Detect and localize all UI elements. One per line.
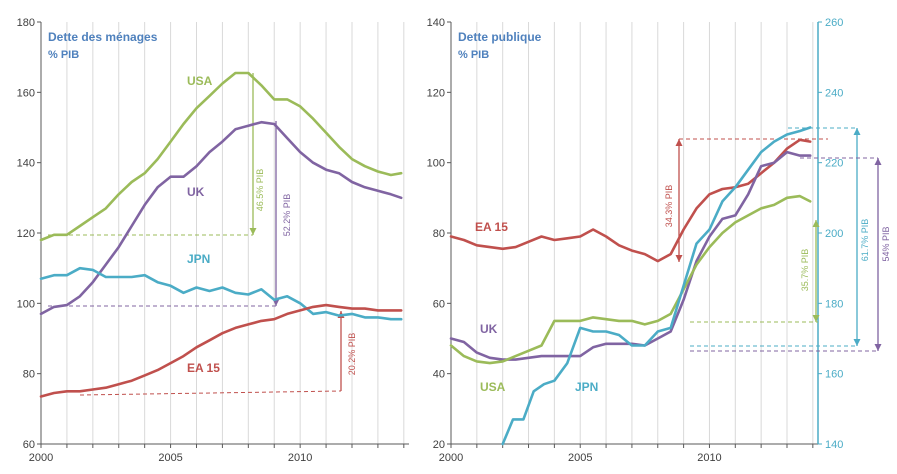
series-line-uk: [39, 120, 403, 316]
right-chart-subtitle: % PIB: [458, 49, 489, 61]
right-secondary-y-tick-label: 140: [825, 439, 843, 451]
right-annotation-uk: 54% PIB: [881, 226, 891, 261]
series-line-usa: [449, 194, 812, 365]
left-x-tick-label: 2000: [29, 452, 53, 464]
uk-delta-arrow-tail: [874, 344, 882, 351]
right-y-tick-label: 40: [433, 369, 445, 381]
right-secondary-y-tick-labels: 140 160 180 200 220 240 260: [825, 17, 843, 451]
right-series-label-ea15: EA 15: [475, 220, 508, 234]
right-annotation-ea15: 34.3% PIB: [664, 185, 674, 228]
right-x-tick-label: 2010: [697, 452, 721, 464]
usa-delta-arrow-head: [812, 220, 820, 227]
right-secondary-y-tick-label: 260: [825, 17, 843, 29]
right-axes: [447, 21, 822, 448]
left-x-tick-label: 2005: [158, 452, 182, 464]
left-series-label-usa: USA: [187, 74, 213, 88]
right-secondary-y-tick-label: 220: [825, 158, 843, 170]
left-grid: [40, 22, 405, 444]
left-y-tick-label: 100: [17, 298, 35, 310]
left-series-label-ea15: EA 15: [187, 361, 220, 375]
left-annotation-uk: 52.2% PIB: [282, 194, 292, 237]
right-series-label-uk: UK: [480, 322, 498, 336]
left-y-tick-label: 120: [17, 228, 35, 240]
household-debt-chart: 60 80 100 120 140 160 180 2000 2005 2010…: [17, 17, 409, 464]
left-axes: [37, 21, 409, 448]
right-annotation-jpn: 61.7% PIB: [860, 219, 870, 262]
right-series-label-jpn: JPN: [575, 380, 598, 394]
right-x-tick-labels: 2000 2005 2010: [439, 452, 722, 464]
left-series-label-jpn: JPN: [187, 252, 210, 266]
ea15-delta-arrow-tail: [675, 255, 683, 262]
series-line-jpn: [501, 126, 812, 446]
right-annotation-lines: [675, 127, 882, 352]
right-y-tick-label: 100: [427, 158, 445, 170]
right-secondary-y-tick-label: 200: [825, 228, 843, 240]
series-line-ea-15: [39, 303, 403, 398]
left-x-tick-label: 2010: [288, 452, 312, 464]
series-line-jpn: [39, 266, 403, 321]
series-line-usa: [39, 71, 403, 242]
series-line-ea-15: [449, 138, 812, 263]
left-series: [39, 71, 403, 398]
jpn-delta-arrow-tail: [853, 339, 861, 346]
right-secondary-y-tick-label: 240: [825, 87, 843, 99]
left-y-tick-labels: 60 80 100 120 140 160 180: [17, 17, 35, 451]
right-y-tick-label: 80: [433, 228, 445, 240]
right-chart-title: Dette publique: [458, 30, 542, 44]
uk-delta-arrow-head: [874, 158, 882, 165]
left-y-tick-label: 60: [23, 439, 35, 451]
right-y-tick-label: 60: [433, 298, 445, 310]
left-y-tick-label: 140: [17, 158, 35, 170]
usa-delta-arrow-tail: [812, 315, 820, 322]
left-annotation-usa: 46.5% PIB: [255, 169, 265, 212]
right-series-label-usa: USA: [480, 380, 506, 394]
left-y-tick-label: 180: [17, 17, 35, 29]
series-line-uk: [449, 150, 812, 361]
right-y-tick-label: 140: [427, 17, 445, 29]
right-y-tick-label: 120: [427, 87, 445, 99]
left-annotation-ea15: 20.2% PIB: [347, 333, 357, 376]
jpn-delta-arrow-head: [853, 128, 861, 135]
right-x-tick-label: 2000: [439, 452, 463, 464]
right-grid: [450, 22, 814, 444]
public-debt-chart: 20 40 60 80 100 120 140 140 160 180 200 …: [427, 17, 891, 464]
left-series-label-uk: UK: [187, 185, 205, 199]
right-secondary-y-tick-label: 160: [825, 369, 843, 381]
usa-delta-arrow-head: [249, 228, 257, 235]
ea15-baseline-guide: [79, 390, 342, 396]
right-x-tick-label: 2005: [568, 452, 592, 464]
left-chart-subtitle: % PIB: [48, 49, 79, 61]
left-y-tick-label: 80: [23, 369, 35, 381]
right-series: [449, 126, 812, 446]
left-x-tick-labels: 2000 2005 2010: [29, 452, 313, 464]
ea15-delta-arrow-head: [675, 139, 683, 146]
left-chart-title: Dette des ménages: [48, 30, 158, 44]
right-secondary-y-tick-label: 180: [825, 298, 843, 310]
right-y-tick-labels: 20 40 60 80 100 120 140: [427, 17, 445, 451]
right-y-tick-label: 20: [433, 439, 445, 451]
left-y-tick-label: 160: [17, 87, 35, 99]
right-annotation-usa: 35.7% PIB: [800, 249, 810, 292]
